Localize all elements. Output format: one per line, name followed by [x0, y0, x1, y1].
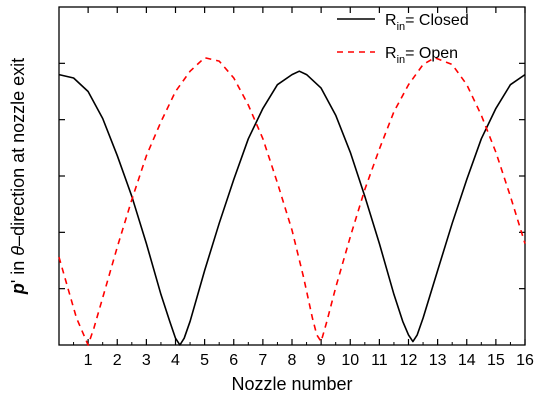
x-tick-label-8: 8	[288, 352, 297, 369]
legend: Rin= Closed Rin= Open	[337, 12, 469, 66]
x-tick-label-3: 3	[142, 352, 151, 369]
x-tick-label-11: 11	[371, 352, 388, 369]
y-axis-label: p' in θ–direction at nozzle exit	[8, 58, 28, 295]
series-line-1	[58, 56, 526, 346]
series-lines	[58, 56, 526, 346]
legend-label-closed: Rin= Closed	[385, 12, 469, 33]
x-tick-label-6: 6	[229, 352, 238, 369]
x-tick-label-7: 7	[258, 352, 267, 369]
x-tick-label-9: 9	[317, 352, 326, 369]
legend-label-open: Rin= Open	[385, 45, 458, 66]
x-tick-label-12: 12	[400, 352, 418, 369]
x-tick-label-15: 15	[487, 352, 505, 369]
x-tick-label-13: 13	[429, 352, 447, 369]
y-ticks	[59, 62, 525, 290]
x-tick-label-16: 16	[516, 352, 534, 369]
x-tick-label-1: 1	[84, 352, 93, 369]
x-ticks: 1 2 3 4 5 6 7 8 9 10 11 12 13 14 15 16	[73, 7, 534, 369]
x-tick-label-4: 4	[171, 352, 180, 369]
x-tick-label-10: 10	[341, 352, 359, 369]
x-tick-label-5: 5	[200, 352, 209, 369]
x-axis-label: Nozzle number	[231, 374, 352, 394]
x-tick-label-14: 14	[458, 352, 476, 369]
x-tick-label-2: 2	[113, 352, 122, 369]
series-line-0	[58, 70, 526, 346]
